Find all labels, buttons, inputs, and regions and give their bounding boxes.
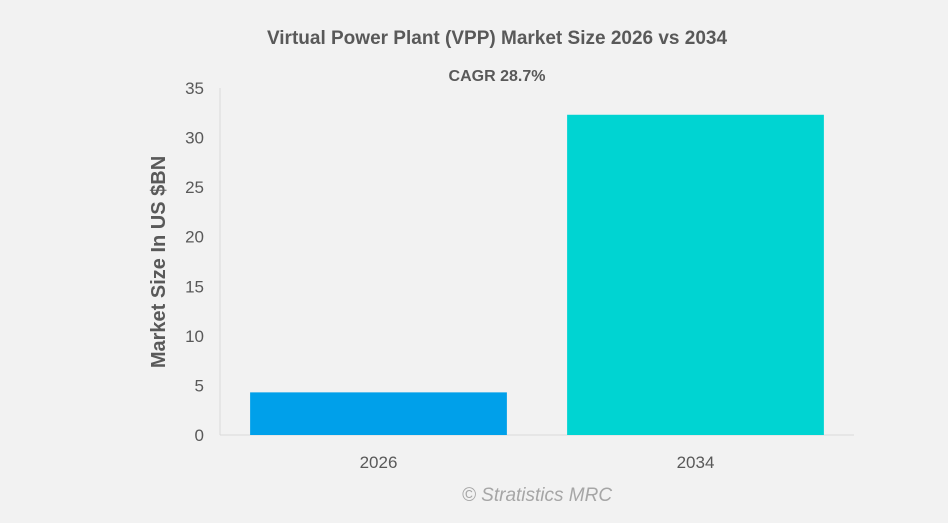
y-tick-label: 30 — [185, 129, 204, 148]
y-tick-label: 15 — [185, 277, 204, 296]
y-tick-label: 5 — [195, 376, 204, 395]
chart-title: Virtual Power Plant (VPP) Market Size 20… — [267, 28, 728, 49]
y-tick-label: 35 — [185, 79, 204, 98]
y-tick-label: 0 — [195, 426, 204, 445]
y-tick-label: 10 — [185, 327, 204, 346]
bars-group — [250, 114, 824, 436]
y-tick-label: 20 — [185, 228, 204, 247]
chart-subtitle: CAGR 28.7% — [449, 68, 546, 85]
y-tick-label: 25 — [185, 178, 204, 197]
x-tick-label: 2026 — [360, 453, 398, 472]
x-axis-ticks: 2026 2034 — [360, 453, 715, 472]
bar-2034 — [567, 114, 824, 436]
x-tick-label: 2034 — [677, 453, 715, 472]
y-axis-label: Market Size In US $BN — [148, 156, 170, 368]
bar-2026 — [250, 392, 507, 435]
watermark-text: © Stratistics MRC — [462, 485, 612, 506]
y-axis-ticks: 0 5 10 15 20 25 30 35 — [185, 79, 204, 445]
